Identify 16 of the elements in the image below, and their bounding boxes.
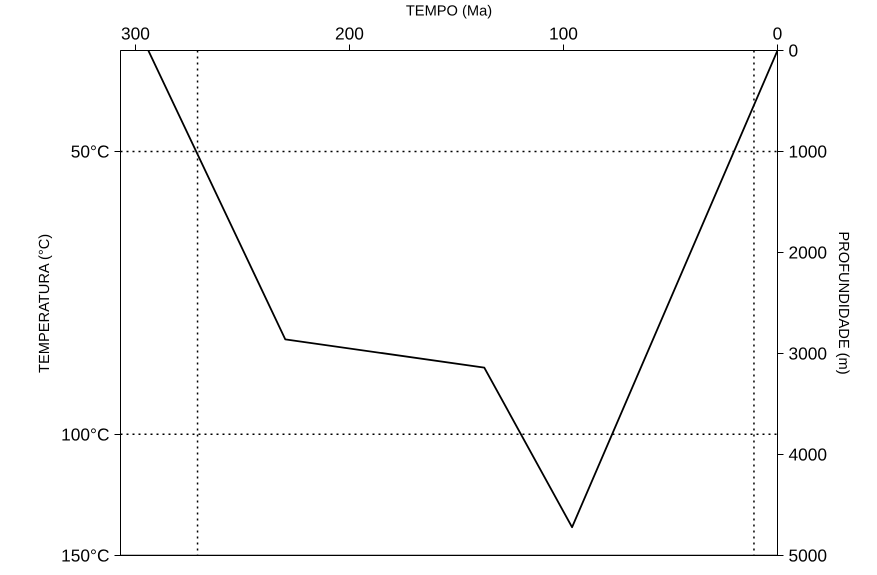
y-tick-label: 4000 (788, 444, 828, 464)
text: TEMPERATURA (°C) (37, 234, 54, 373)
y-axis-title: PROFUNDIDADE (m) (835, 231, 852, 375)
y-tick-label: 1000 (788, 142, 828, 162)
x-tick-label: 100 (549, 24, 578, 44)
x-axis-title: TEMPO (Ma) (406, 4, 492, 20)
ref-line-label: 100°C (61, 424, 110, 444)
ref-line-label: 150°C (61, 546, 110, 566)
y-tick-label: 2000 (788, 242, 828, 262)
y-tick-label: 0 (788, 40, 798, 60)
x-tick-label: 0 (772, 24, 782, 44)
y-tick-label: 3000 (788, 344, 828, 364)
y-tick-label: 5000 (788, 546, 828, 566)
ref-line-label: 50°C (70, 142, 110, 162)
x-tick-label: 200 (335, 24, 364, 44)
x-tick-label: 300 (121, 24, 150, 44)
